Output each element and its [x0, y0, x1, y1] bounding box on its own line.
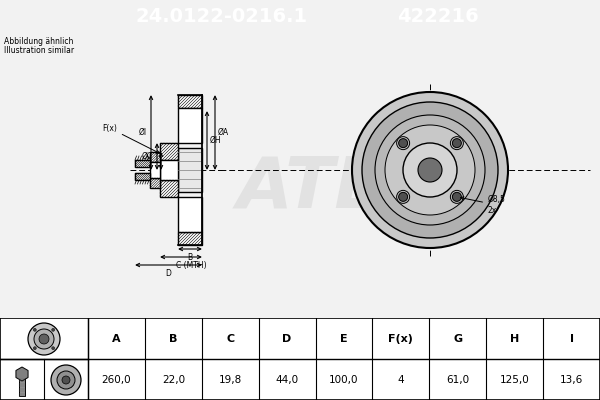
Bar [135, 160, 150, 167]
Text: ØA: ØA [218, 128, 229, 137]
Text: ØH: ØH [210, 136, 221, 145]
Text: A: A [112, 334, 121, 344]
Bar [160, 180, 178, 197]
Circle shape [418, 158, 442, 182]
Text: B: B [169, 334, 178, 344]
Text: 24.0122-0216.1: 24.0122-0216.1 [136, 8, 308, 26]
Bar [19, 374, 25, 396]
Bar [178, 108, 202, 143]
Text: ØG: ØG [141, 152, 153, 161]
Circle shape [57, 371, 75, 389]
Circle shape [362, 102, 498, 238]
Circle shape [62, 376, 70, 384]
Text: Illustration similar: Illustration similar [4, 46, 74, 55]
Text: 44,0: 44,0 [275, 375, 299, 385]
Circle shape [375, 115, 485, 225]
Text: H: H [510, 334, 519, 344]
Text: 4: 4 [398, 375, 404, 385]
Circle shape [34, 328, 37, 331]
Polygon shape [16, 367, 28, 381]
Bar [178, 197, 202, 232]
Bar [150, 178, 160, 188]
Circle shape [34, 329, 54, 349]
Text: D: D [283, 334, 292, 344]
Bar [150, 152, 160, 162]
Text: I: I [569, 334, 574, 344]
Circle shape [451, 137, 463, 150]
Circle shape [51, 365, 81, 395]
Circle shape [398, 139, 407, 148]
Text: G: G [453, 334, 463, 344]
Text: Abbildung ähnlich: Abbildung ähnlich [4, 37, 73, 46]
Text: 13,6: 13,6 [560, 375, 583, 385]
Bar [135, 173, 150, 180]
Bar [178, 232, 202, 245]
Circle shape [385, 125, 475, 215]
Bar [160, 160, 178, 180]
Text: 100,0: 100,0 [329, 375, 359, 385]
Text: F(x): F(x) [388, 334, 413, 344]
Text: ØE: ØE [146, 156, 157, 166]
Text: 260,0: 260,0 [101, 375, 131, 385]
Text: C: C [226, 334, 234, 344]
Circle shape [397, 137, 410, 150]
Text: 19,8: 19,8 [218, 375, 242, 385]
Text: 22,0: 22,0 [162, 375, 185, 385]
Bar [160, 143, 178, 160]
Text: E: E [340, 334, 348, 344]
Text: 61,0: 61,0 [446, 375, 469, 385]
Text: Ø8,5
2x: Ø8,5 2x [461, 195, 506, 215]
Circle shape [39, 334, 49, 344]
Circle shape [52, 328, 55, 331]
Bar [178, 148, 202, 192]
Text: B: B [187, 253, 193, 262]
Circle shape [52, 347, 55, 350]
Circle shape [397, 190, 410, 203]
Circle shape [403, 143, 457, 197]
Text: D: D [166, 269, 172, 278]
Text: F(x): F(x) [102, 124, 160, 153]
Circle shape [451, 190, 463, 203]
Circle shape [352, 92, 508, 248]
Text: 422216: 422216 [397, 8, 479, 26]
Circle shape [398, 192, 407, 201]
Bar [178, 95, 202, 108]
Text: ØI: ØI [139, 128, 147, 137]
Text: ATE: ATE [236, 154, 384, 222]
Circle shape [452, 192, 461, 201]
Text: C (MTH): C (MTH) [176, 261, 206, 270]
Circle shape [28, 323, 60, 355]
Bar [150, 162, 160, 178]
Text: 125,0: 125,0 [500, 375, 530, 385]
Circle shape [452, 139, 461, 148]
Circle shape [34, 347, 37, 350]
